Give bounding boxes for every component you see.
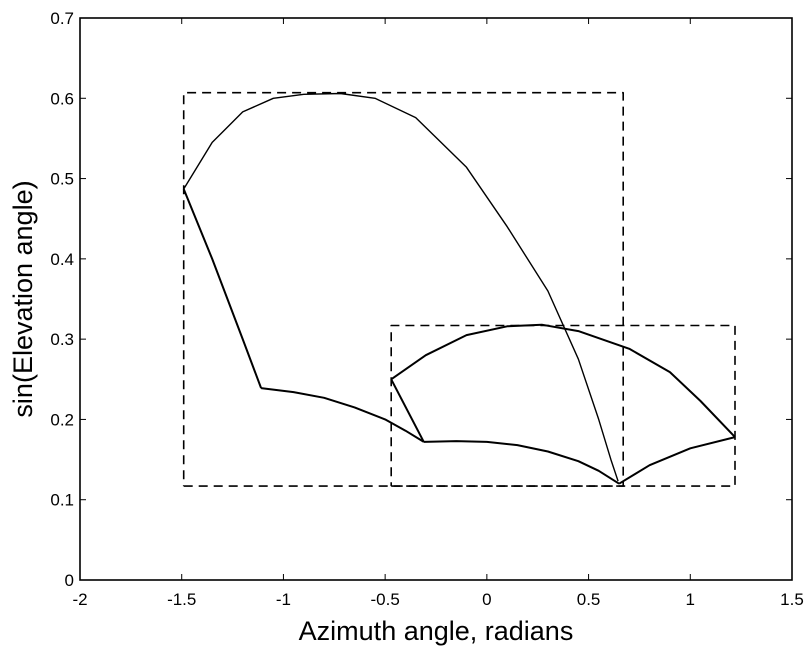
x-tick-label: -2	[72, 590, 87, 609]
x-tick-label: 0.5	[577, 590, 601, 609]
x-axis-label: Azimuth angle, radians	[299, 616, 574, 646]
curve-4	[423, 440, 620, 485]
x-tick-label: 0	[482, 590, 491, 609]
x-tick-label: -1.5	[167, 590, 196, 609]
curve-2	[260, 387, 425, 443]
y-axis-label: sin(Elevation angle)	[8, 180, 38, 417]
plot-frame	[79, 17, 793, 581]
x-tick-label: 1	[686, 590, 695, 609]
x-axis-ticks: -2 -1.5 -1 -0.5 0 0.5 1 1.5	[72, 18, 804, 609]
y-tick-label: 0.7	[50, 9, 74, 28]
x-tick-label: -1	[276, 590, 291, 609]
y-tick-label: 0	[65, 571, 74, 590]
curve-1	[182, 188, 263, 389]
dashed-box-7	[182, 91, 625, 487]
y-tick-label: 0.1	[50, 491, 74, 510]
dashed-box-8	[390, 324, 736, 487]
y-tick-label: 0.5	[50, 170, 74, 189]
curve-5	[390, 323, 736, 438]
curve-0	[183, 92, 619, 482]
y-axis-ticks: 0 0.1 0.2 0.3 0.4 0.5 0.6 0.7	[50, 9, 792, 590]
x-tick-label: 1.5	[780, 590, 804, 609]
y-tick-label: 0.2	[50, 410, 74, 429]
series-layer	[182, 91, 736, 487]
y-tick-label: 0.4	[50, 250, 74, 269]
curve-6	[618, 436, 736, 485]
curve-3	[390, 378, 425, 443]
y-tick-label: 0.6	[50, 89, 74, 108]
x-tick-label: -0.5	[370, 590, 399, 609]
y-tick-label: 0.3	[50, 330, 74, 349]
